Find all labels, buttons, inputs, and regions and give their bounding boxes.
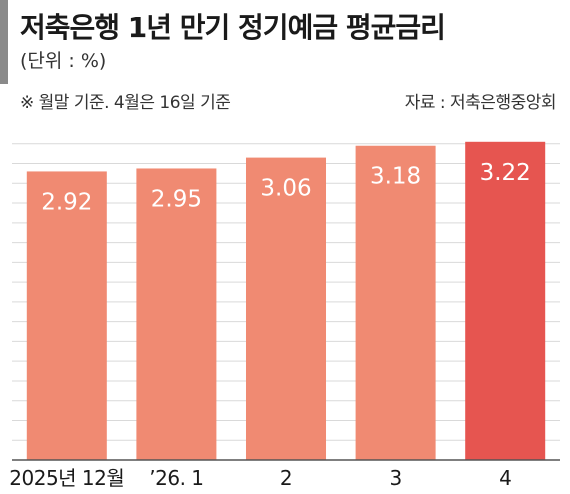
bar-value-label: 2.95 (151, 186, 202, 212)
footnote: ※ 월말 기준. 4월은 16일 기준 (20, 93, 231, 113)
x-tick-label: ’26. 1 (149, 466, 203, 490)
bar-value-labels: 2.92 2.95 3.06 3.18 3.22 (41, 160, 531, 216)
x-tick-label: 2025년 12월 (9, 466, 124, 490)
x-tick-label: 4 (499, 466, 511, 490)
source-label: 자료 : 저축은행중앙회 (404, 93, 557, 113)
bar-5 (465, 141, 546, 460)
bar-3 (245, 157, 327, 460)
unit-label: (단위 : %) (20, 50, 107, 72)
bar-value-label: 3.18 (370, 164, 421, 190)
bars (26, 141, 546, 460)
x-tick-labels: 2025년 12월 ’26. 1 2 3 4 (9, 466, 512, 490)
bar-value-label: 3.06 (260, 176, 311, 202)
bar-value-label: 3.22 (480, 160, 531, 186)
bar-2 (136, 168, 217, 460)
bar-4 (355, 145, 436, 460)
title-accent-bar (0, 0, 8, 84)
bar-value-label: 2.92 (41, 189, 92, 215)
x-tick-label: 3 (389, 466, 401, 490)
bar-1 (26, 171, 107, 460)
x-tick-label: 2 (280, 466, 292, 490)
chart-title: 저축은행 1년 만기 정기예금 평균금리 (20, 11, 446, 44)
